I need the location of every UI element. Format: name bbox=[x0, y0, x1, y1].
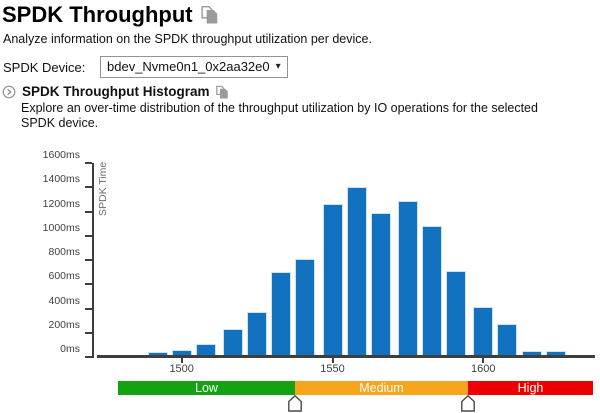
y-tick-mark bbox=[85, 162, 92, 164]
y-tick-mark bbox=[85, 186, 92, 189]
y-tick-mark bbox=[85, 331, 92, 334]
x-tick-label: 1550 bbox=[320, 363, 345, 375]
device-dropdown-value: bdev_Nvme0n1_0x2aa32e0 bbox=[107, 59, 270, 74]
histogram-bar[interactable] bbox=[195, 343, 216, 357]
histogram-bar[interactable] bbox=[521, 350, 542, 357]
x-tick-label: 1500 bbox=[169, 363, 194, 375]
copy-icon[interactable] bbox=[201, 5, 219, 24]
histogram-bar[interactable] bbox=[346, 187, 367, 357]
y-tick-label: 600ms bbox=[48, 270, 80, 283]
histogram-section-header: SPDK Throughput Histogram bbox=[2, 84, 229, 99]
histogram-bar[interactable] bbox=[497, 324, 518, 357]
section-title: SPDK Throughput Histogram bbox=[22, 84, 210, 99]
y-tick-label: 1400ms bbox=[42, 173, 80, 186]
band-segment-high: High bbox=[468, 381, 593, 395]
page-title-row: SPDK Throughput bbox=[2, 2, 219, 28]
y-axis-line bbox=[92, 163, 94, 358]
histogram-bar[interactable] bbox=[397, 200, 418, 357]
threshold-band: Low Medium High bbox=[118, 381, 593, 395]
slider-handle-medium-high[interactable] bbox=[461, 395, 475, 412]
circle-chevron-right-icon[interactable] bbox=[2, 85, 16, 99]
band-segment-medium: Medium bbox=[295, 381, 468, 395]
histogram-bar[interactable] bbox=[247, 312, 268, 357]
device-dropdown[interactable]: bdev_Nvme0n1_0x2aa32e0 ▾ bbox=[100, 56, 288, 78]
histogram-bar[interactable] bbox=[370, 212, 391, 357]
histogram-bar[interactable] bbox=[322, 204, 343, 357]
device-selector-row: SPDK Device: bdev_Nvme0n1_0x2aa32e0 ▾ bbox=[3, 56, 288, 78]
section-description: Explore an over-time distribution of the… bbox=[21, 101, 538, 130]
y-tick-mark bbox=[85, 283, 92, 286]
x-tick-mark bbox=[180, 358, 183, 363]
y-tick-mark bbox=[85, 210, 92, 213]
x-tick-mark bbox=[331, 358, 334, 363]
y-tick-label: 800ms bbox=[48, 246, 80, 258]
y-axis-title: SPDK Time bbox=[97, 161, 109, 216]
histogram-bar[interactable] bbox=[295, 258, 316, 357]
slider-handle-low-medium[interactable] bbox=[288, 395, 302, 412]
band-segment-low: Low bbox=[118, 381, 295, 395]
histogram-bar[interactable] bbox=[171, 349, 192, 357]
y-tick-label: 1000ms bbox=[42, 221, 80, 234]
y-tick-mark bbox=[85, 234, 92, 237]
histogram-bar[interactable] bbox=[271, 272, 292, 357]
x-axis-line bbox=[97, 355, 595, 358]
y-tick-label: 1600ms bbox=[42, 149, 80, 161]
y-tick-mark bbox=[85, 259, 92, 261]
y-tick-label: 400ms bbox=[48, 294, 80, 307]
histogram-bar[interactable] bbox=[147, 352, 168, 357]
histogram-bar[interactable] bbox=[446, 270, 467, 357]
histogram-bar[interactable] bbox=[473, 307, 494, 357]
x-tick-mark bbox=[482, 358, 485, 363]
page-title: SPDK Throughput bbox=[2, 2, 193, 27]
page-subtitle: Analyze information on the SPDK throughp… bbox=[3, 32, 372, 46]
section-copy-icon[interactable] bbox=[215, 85, 229, 99]
device-label: SPDK Device: bbox=[3, 59, 86, 75]
y-tick-label: 200ms bbox=[48, 318, 80, 331]
histogram-bar[interactable] bbox=[545, 350, 566, 357]
y-tick-mark bbox=[85, 307, 92, 310]
x-tick-label: 1600 bbox=[471, 363, 496, 375]
histogram-bar[interactable] bbox=[222, 329, 243, 357]
caret-down-icon: ▾ bbox=[275, 60, 281, 72]
y-tick-mark bbox=[85, 356, 92, 358]
histogram-bar[interactable] bbox=[422, 226, 443, 357]
y-tick-label: 0ms bbox=[60, 343, 80, 355]
y-tick-label: 1200ms bbox=[42, 197, 80, 210]
